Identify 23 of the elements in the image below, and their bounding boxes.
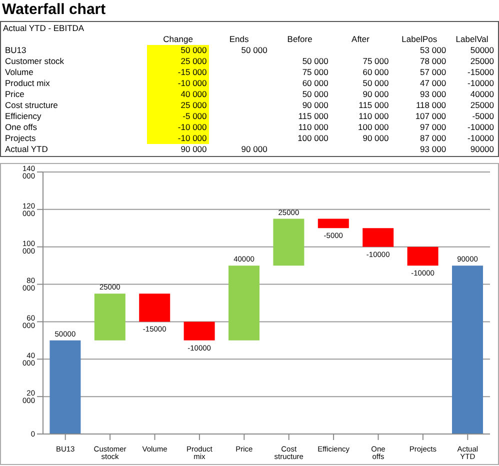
chart-subtitle: Actual YTD - EBITDA [3, 23, 86, 34]
bar [318, 218, 349, 228]
bar [273, 218, 304, 266]
text: Change Ends Before After LabelPos LabelVal [163, 34, 488, 44]
text: Projects -10 000 100 000 90 000 87 000 -10000 [5, 133, 494, 143]
text: Efficiency -5 000 115 000 110 000 107 000 -5000 [5, 111, 494, 121]
chart-title: Waterfall chart [1, 0, 107, 19]
text: Product mix -10 000 60 000 50 000 47 000 -10000 [5, 78, 494, 88]
text: Cost structure 25 000 90 000 115 000 118 000 25000 [5, 100, 494, 110]
bar [184, 322, 215, 340]
text: Volume -15 000 75 000 60 000 57 000 -15000 [5, 67, 494, 77]
bar [94, 294, 126, 340]
text: One offs -10 000 110 000 100 000 97 000 -10000 [5, 122, 494, 132]
bar [228, 266, 260, 340]
text: Price 40 000 50 000 90 000 93 000 40000 [5, 89, 494, 99]
text: Customer stock 25 000 50 000 75 000 78 000 25000 [5, 56, 494, 66]
text: BU13 50 000 50 000 53 000 50000 [5, 45, 494, 55]
bar [50, 340, 81, 434]
bar [452, 266, 484, 434]
bar [407, 246, 438, 266]
bar [362, 228, 394, 247]
bar [139, 294, 170, 322]
text: Actual YTD 90 000 90 000 93 000 90000 [5, 144, 494, 154]
